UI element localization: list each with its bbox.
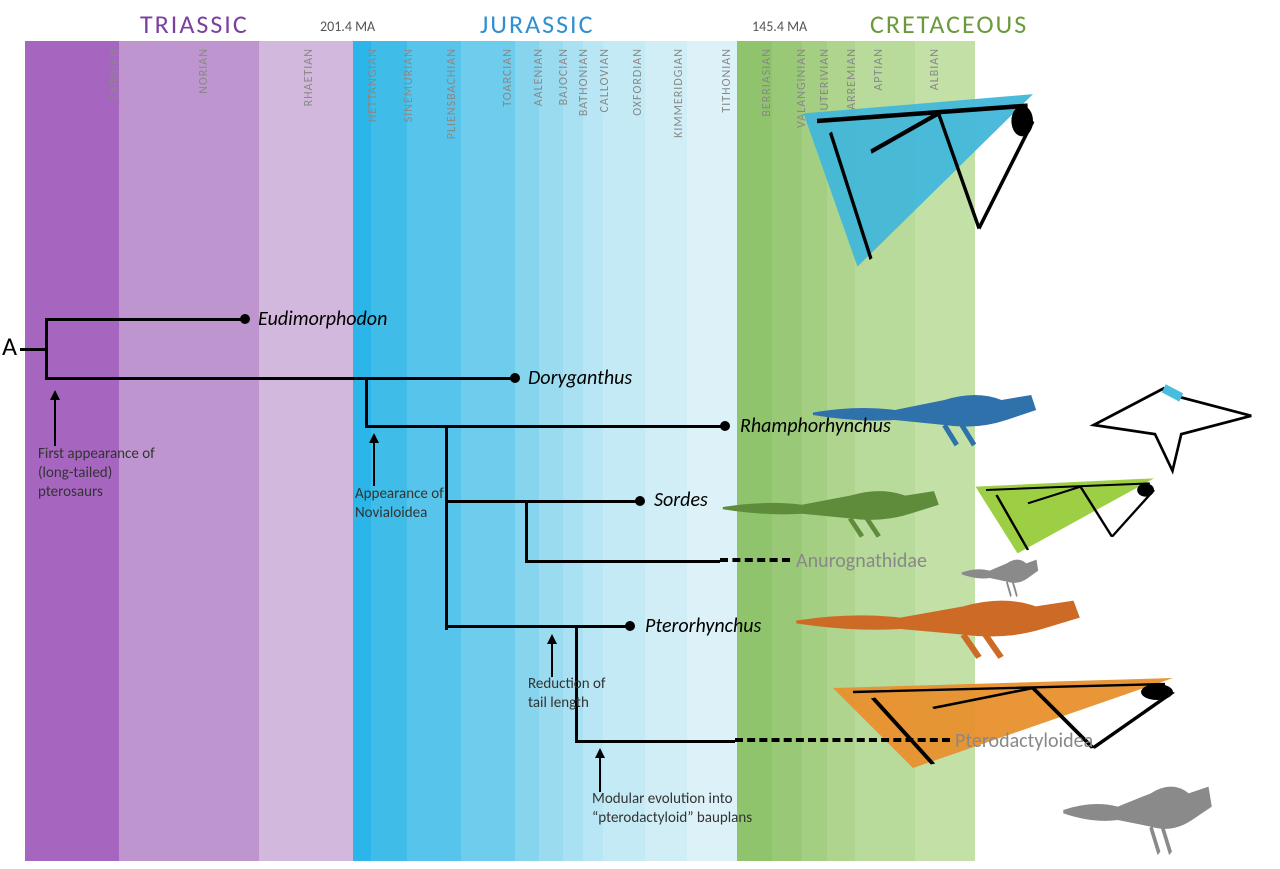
- tree-node: [240, 314, 250, 324]
- stage-column: [259, 41, 353, 861]
- tree-segment: [575, 740, 735, 743]
- stage-column: [407, 41, 461, 861]
- taxon-label: Eudimorphodon: [258, 307, 387, 331]
- stage-label: CALLOVIAN: [598, 48, 612, 113]
- era-title: TRIASSIC: [140, 8, 249, 40]
- stage-column: [603, 41, 645, 861]
- tree-segment: [445, 425, 448, 630]
- stage-column: [539, 41, 563, 861]
- era-title: JURASSIC: [480, 8, 594, 40]
- taxon-label: Anurognathidae: [796, 549, 927, 573]
- tree-segment: [445, 625, 575, 628]
- stage-label: SINEMURIAN: [402, 48, 416, 122]
- arrow-stem: [373, 441, 375, 486]
- annotation-text: First appearance of(long-tailed)pterosau…: [38, 445, 155, 501]
- annotation-text: Appearance ofNovialoidea: [355, 485, 444, 523]
- rhamphorhynchus-skeleton: [790, 75, 1060, 305]
- annotation-text: Reduction oftail length: [528, 675, 605, 713]
- stage-label: BAJOCIAN: [557, 48, 571, 105]
- tree-segment: [525, 500, 528, 560]
- pterodactyl-outline: [1085, 370, 1260, 480]
- taxon-label: Pterorhynchus: [645, 614, 761, 638]
- tree-segment: [45, 318, 245, 321]
- root-label: A: [2, 330, 17, 362]
- stage-label: TITHONIAN: [720, 48, 734, 113]
- stage-label: TOARCIAN: [501, 48, 515, 107]
- tree-segment: [525, 560, 720, 563]
- tree-segment: [445, 500, 525, 503]
- annotation-text: Modular evolution into“pterodactyloid” b…: [592, 790, 752, 828]
- stage-column: [645, 41, 687, 861]
- ma-label: 201.4 MA: [320, 18, 375, 35]
- pterodactyloid-gray: [1060, 760, 1225, 860]
- stage-column: [563, 41, 583, 861]
- tree-dashed-segment: [720, 558, 790, 562]
- stage-label: CARNIAN: [108, 48, 122, 100]
- phylogeny-diagram: TRIASSIC JURASSIC CRETACEOUS 201.4 MA 145.4…: [0, 0, 1280, 869]
- doryganthus-silhouette: [808, 375, 1056, 450]
- tree-dashed-segment: [735, 738, 950, 742]
- ma-label: 145.4 MA: [752, 18, 807, 35]
- stage-column: [687, 41, 737, 861]
- stage-label: OXFORDIAN: [631, 48, 645, 116]
- arrow-stem: [599, 756, 601, 792]
- tree-node: [720, 421, 730, 431]
- stage-label: PLIENSBACHIAN: [445, 48, 459, 139]
- tree-segment: [45, 318, 48, 380]
- tree-segment: [365, 425, 445, 428]
- stage-column: [461, 41, 515, 861]
- tree-segment: [365, 377, 515, 380]
- sordes-silhouette: [718, 473, 958, 541]
- stage-label: NORIAN: [197, 48, 211, 94]
- stage-label: HETTANGIAN: [366, 48, 380, 122]
- tree-segment: [20, 348, 45, 351]
- stage-column: [583, 41, 603, 861]
- pterorhynchus-silhouette: [790, 578, 1105, 663]
- stage-label: BATHONIAN: [577, 48, 591, 116]
- tree-node: [510, 373, 520, 383]
- tree-segment: [525, 500, 640, 503]
- tree-segment: [365, 377, 368, 425]
- tree-segment: [445, 425, 725, 428]
- era-title: CRETACEOUS: [870, 8, 1028, 40]
- stage-column: [515, 41, 539, 861]
- arrow-stem: [54, 398, 56, 446]
- stage-label: KIMMERIDGIAN: [672, 48, 686, 138]
- stage-label: RHAETIAN: [302, 48, 316, 106]
- arrow-stem: [551, 642, 553, 677]
- tree-segment: [45, 377, 365, 380]
- stage-column: [371, 41, 407, 861]
- taxon-label: Doryganthus: [528, 366, 632, 390]
- stage-column: [353, 41, 371, 861]
- tree-segment: [575, 625, 630, 628]
- tree-node: [625, 621, 635, 631]
- stage-label: AALENIAN: [532, 48, 546, 106]
- taxon-label: Sordes: [654, 488, 708, 512]
- taxon-label: Pterodactyloidea: [955, 729, 1093, 753]
- taxon-label: Rhamphorhynchus: [740, 414, 891, 438]
- tree-node: [635, 496, 645, 506]
- stage-label: BERRIASIAN: [760, 48, 774, 117]
